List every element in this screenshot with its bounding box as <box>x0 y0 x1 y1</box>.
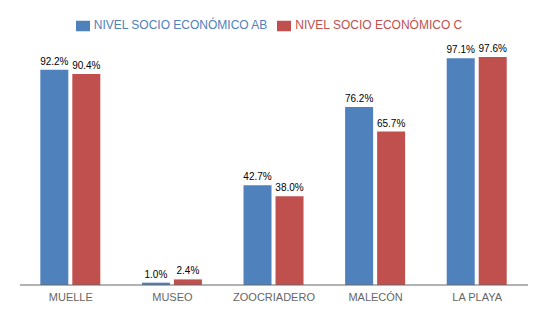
svg-text:38.0%: 38.0% <box>275 182 303 193</box>
svg-text:2.4%: 2.4% <box>177 265 200 276</box>
svg-text:LA PLAYA: LA PLAYA <box>452 291 502 303</box>
html-text:NIVEL SOCIO ECONÓMICO AB: NIVEL SOCIO ECONÓMICO AB <box>93 18 268 32</box>
svg-text:MALECÓN: MALECÓN <box>348 291 402 303</box>
svg-text:1.0%: 1.0% <box>145 269 168 280</box>
svg-text:76.2%: 76.2% <box>345 93 373 104</box>
svg-text:90.4%: 90.4% <box>72 60 100 71</box>
svg-text:97.6%: 97.6% <box>479 43 507 54</box>
svg-text:42.7%: 42.7% <box>243 171 271 182</box>
svg-text:MUELLE: MUELLE <box>49 291 93 303</box>
html-text:NIVEL SOCIO ECONÓMICO C: NIVEL SOCIO ECONÓMICO C <box>295 18 463 32</box>
svg-text:92.2%: 92.2% <box>40 56 68 67</box>
svg-text:65.7%: 65.7% <box>377 118 405 129</box>
svg-text:97.1%: 97.1% <box>447 44 475 55</box>
svg-text:MUSEO: MUSEO <box>152 291 193 303</box>
svg-text:ZOOCRIADERO: ZOOCRIADERO <box>233 291 315 303</box>
